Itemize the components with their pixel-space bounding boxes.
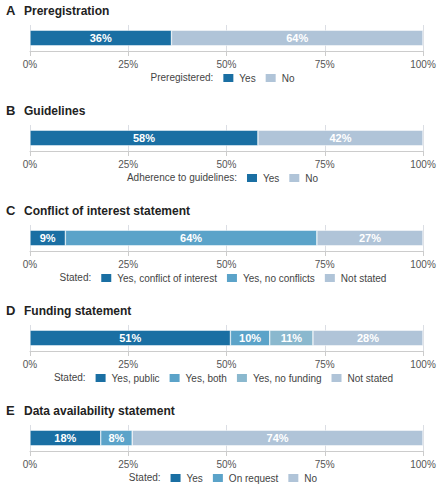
svg-text:No: No (282, 73, 295, 84)
svg-text:No: No (304, 473, 317, 484)
svg-text:11%: 11% (281, 332, 303, 344)
svg-text:E: E (6, 403, 15, 418)
svg-text:Data availability statement: Data availability statement (24, 404, 175, 418)
svg-text:0%: 0% (23, 259, 38, 270)
svg-text:100%: 100% (410, 459, 436, 470)
svg-text:100%: 100% (410, 59, 436, 70)
svg-text:Not stated: Not stated (348, 373, 394, 384)
svg-text:Yes: Yes (263, 173, 279, 184)
svg-text:50%: 50% (216, 159, 236, 170)
svg-text:25%: 25% (118, 459, 138, 470)
svg-text:Yes, no funding: Yes, no funding (253, 373, 322, 384)
svg-text:Not stated: Not stated (341, 273, 387, 284)
svg-text:Preregistration: Preregistration (24, 4, 109, 18)
svg-text:Yes, no conflicts: Yes, no conflicts (243, 273, 315, 284)
svg-text:50%: 50% (216, 259, 236, 270)
svg-text:64%: 64% (180, 232, 202, 244)
svg-text:36%: 36% (90, 32, 112, 44)
svg-text:Funding statement: Funding statement (24, 304, 131, 318)
svg-text:25%: 25% (118, 59, 138, 70)
svg-text:25%: 25% (118, 259, 138, 270)
svg-text:On request: On request (229, 473, 279, 484)
svg-text:25%: 25% (118, 359, 138, 370)
svg-text:42%: 42% (329, 132, 351, 144)
svg-text:Stated:: Stated: (60, 272, 92, 283)
svg-text:No: No (305, 173, 318, 184)
svg-text:75%: 75% (315, 459, 335, 470)
svg-text:75%: 75% (315, 159, 335, 170)
svg-text:100%: 100% (410, 359, 436, 370)
svg-text:A: A (6, 3, 16, 18)
svg-text:Adherence to guidelines:: Adherence to guidelines: (127, 172, 237, 183)
svg-text:Yes, conflict of interest: Yes, conflict of interest (117, 273, 217, 284)
svg-text:25%: 25% (118, 159, 138, 170)
svg-text:75%: 75% (315, 259, 335, 270)
svg-text:Guidelines: Guidelines (24, 104, 86, 118)
svg-text:0%: 0% (23, 459, 38, 470)
svg-text:9%: 9% (40, 232, 56, 244)
svg-text:27%: 27% (359, 232, 381, 244)
svg-text:Yes: Yes (239, 73, 255, 84)
svg-text:100%: 100% (410, 159, 436, 170)
svg-text:Yes: Yes (187, 473, 203, 484)
svg-text:64%: 64% (286, 32, 308, 44)
svg-text:0%: 0% (23, 359, 38, 370)
svg-text:Yes, public: Yes, public (112, 373, 160, 384)
svg-text:50%: 50% (216, 59, 236, 70)
svg-text:50%: 50% (216, 459, 236, 470)
svg-text:Stated:: Stated: (129, 472, 161, 483)
svg-text:Preregistered:: Preregistered: (151, 72, 214, 83)
svg-text:51%: 51% (119, 332, 141, 344)
svg-text:18%: 18% (54, 432, 76, 444)
svg-text:75%: 75% (315, 59, 335, 70)
svg-text:8%: 8% (109, 432, 125, 444)
svg-text:74%: 74% (267, 432, 289, 444)
svg-text:Stated:: Stated: (54, 372, 86, 383)
svg-text:10%: 10% (239, 332, 261, 344)
svg-text:58%: 58% (133, 132, 155, 144)
svg-text:75%: 75% (315, 359, 335, 370)
svg-text:0%: 0% (23, 159, 38, 170)
svg-text:50%: 50% (216, 359, 236, 370)
svg-text:D: D (6, 303, 15, 318)
svg-text:28%: 28% (357, 332, 379, 344)
svg-text:B: B (6, 103, 15, 118)
svg-text:Yes, both: Yes, both (186, 373, 227, 384)
svg-text:0%: 0% (23, 59, 38, 70)
svg-text:C: C (6, 203, 16, 218)
svg-text:100%: 100% (410, 259, 436, 270)
svg-text:Conflict of interest statement: Conflict of interest statement (24, 204, 190, 218)
